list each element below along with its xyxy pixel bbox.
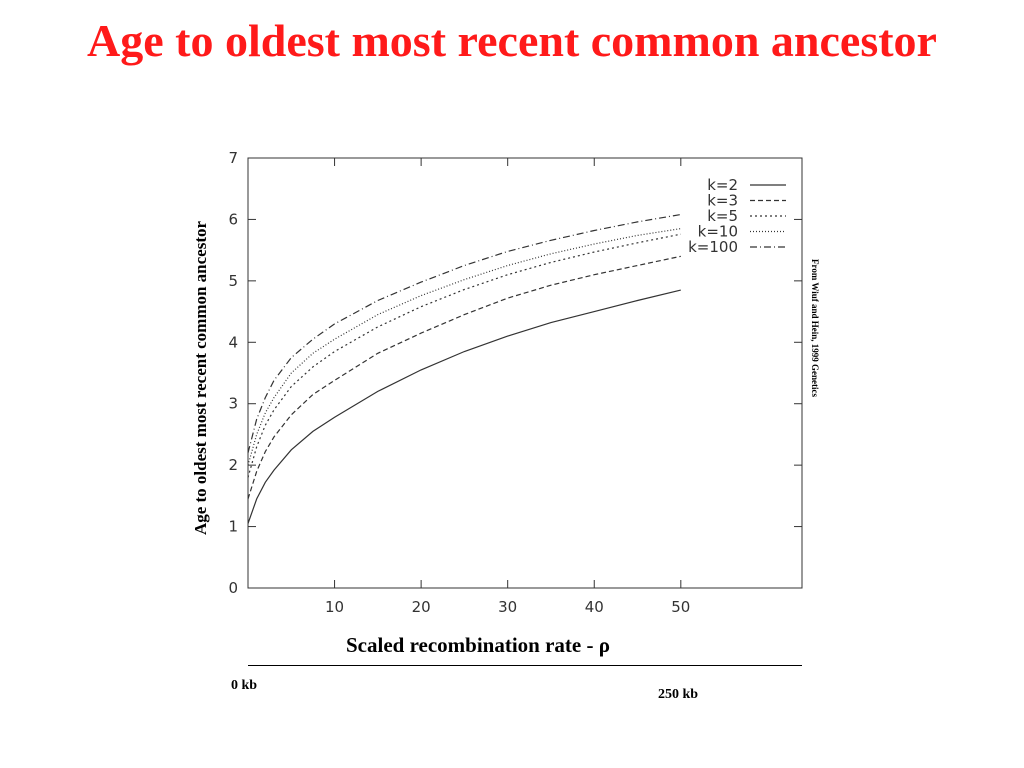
chart-legend: k=2k=3k=5k=10k=100 — [688, 176, 786, 256]
legend-label: k=100 — [688, 238, 738, 256]
y-tick-label: 6 — [228, 210, 238, 228]
x-tick-label: 10 — [325, 598, 344, 616]
x-tick-label: 50 — [671, 598, 690, 616]
legend-label: k=2 — [707, 176, 738, 194]
series-line-k2 — [247, 289, 681, 524]
slide-title: Age to oldest most recent common ancesto… — [87, 15, 937, 66]
y-tick-label: 2 — [228, 456, 238, 474]
plot-frame — [247, 157, 803, 589]
y-tick-label: 3 — [228, 395, 238, 413]
legend-label: k=3 — [707, 192, 738, 210]
y-axis-label: Age to oldest most recent common ancesto… — [191, 220, 210, 535]
source-credit: From Wiuf and Hein, 1999 Genetics — [810, 259, 820, 398]
series-line-k10 — [247, 228, 681, 466]
y-tick-label: 5 — [228, 272, 238, 290]
genomic-scale-rule — [248, 665, 802, 666]
y-tick-label: 4 — [228, 333, 238, 351]
y-tick-label: 0 — [228, 579, 238, 597]
series-line-k3 — [247, 255, 681, 500]
x-tick-label: 30 — [498, 598, 517, 616]
legend-label: k=10 — [698, 223, 738, 241]
x-tick-label: 20 — [412, 598, 431, 616]
plot-axes — [247, 157, 803, 589]
series-line-k100 — [247, 213, 681, 454]
series-line-k5 — [247, 233, 681, 478]
scale-start-label: 0 kb — [231, 678, 258, 693]
legend-label: k=5 — [707, 207, 738, 225]
y-tick-label: 1 — [228, 518, 238, 536]
y-tick-label: 7 — [228, 149, 238, 167]
axis-ticks: 0 1 2 3 4 5 6 7 10 20 30 40 50 — [228, 149, 802, 616]
x-tick-label: 40 — [585, 598, 604, 616]
scale-end-label: 250 kb — [658, 687, 699, 702]
series-lines — [247, 213, 681, 524]
x-axis-label: Scaled recombination rate - ρ — [346, 633, 610, 657]
